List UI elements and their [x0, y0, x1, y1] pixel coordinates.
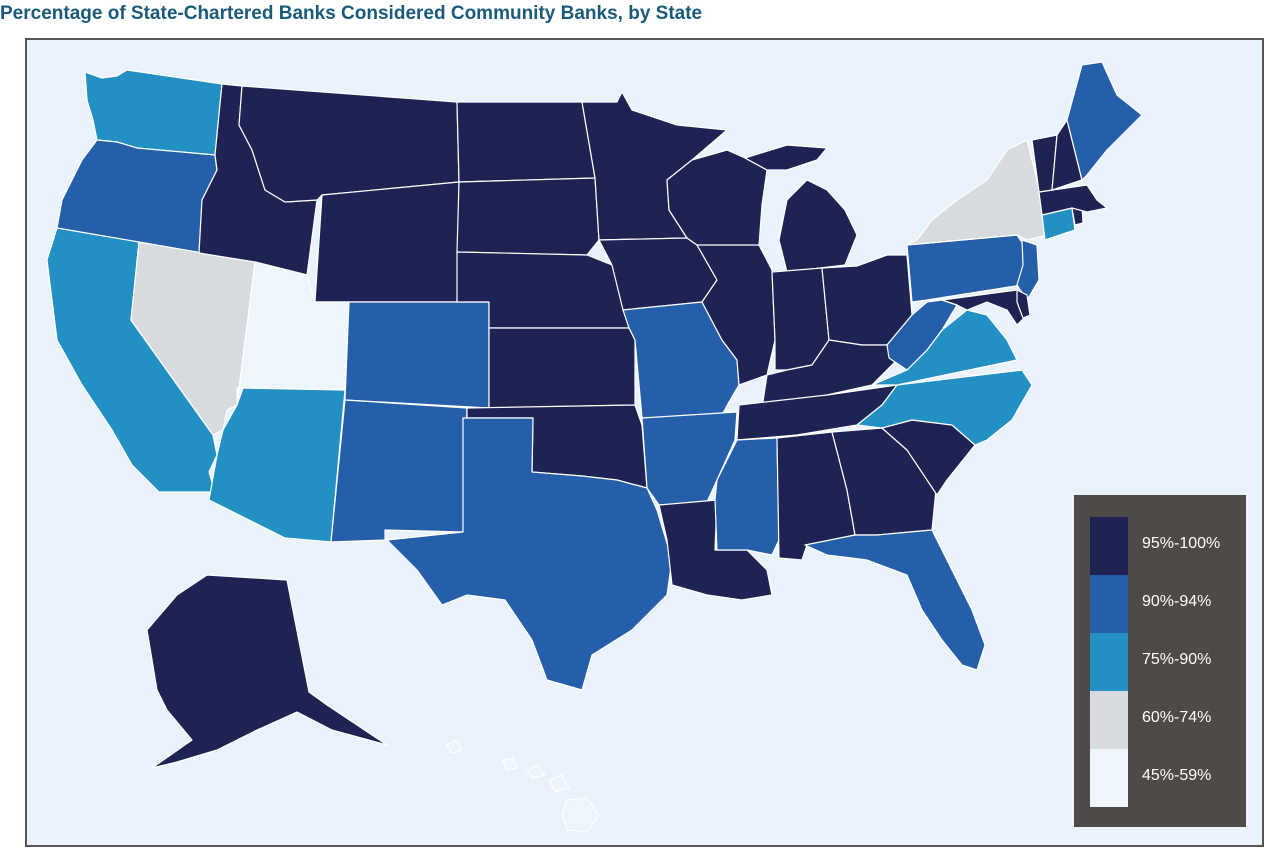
state-WY[interactable] — [314, 181, 460, 303]
state-HI[interactable] — [446, 739, 600, 833]
legend-swatch — [1090, 575, 1128, 633]
state-DE[interactable] — [1016, 289, 1031, 319]
state-NM[interactable] — [330, 399, 468, 543]
legend-item: 60%-74% — [1090, 691, 1246, 749]
legend-label: 90%-94% — [1142, 593, 1212, 610]
legend-label: 75%-90% — [1142, 651, 1212, 668]
state-IL[interactable] — [696, 244, 776, 386]
map-legend: 95%-100% 90%-94% 75%-90% 60%-74% 45%-59% — [1074, 495, 1246, 827]
legend-label: 45%-59% — [1142, 767, 1212, 784]
legend-label: 60%-74% — [1142, 709, 1212, 726]
state-MA[interactable] — [1038, 184, 1108, 216]
state-NY[interactable] — [906, 139, 1048, 246]
state-CO[interactable] — [344, 301, 490, 409]
legend-item: 75%-90% — [1090, 633, 1246, 691]
state-NC[interactable] — [856, 369, 1033, 446]
state-LA[interactable] — [658, 499, 773, 601]
state-WI[interactable] — [666, 149, 768, 251]
legend-item: 90%-94% — [1090, 575, 1246, 633]
state-KS[interactable] — [488, 327, 636, 409]
legend-swatch — [1090, 749, 1128, 807]
state-SD[interactable] — [456, 177, 600, 256]
state-MI[interactable] — [744, 144, 858, 273]
state-TX[interactable] — [386, 417, 673, 691]
state-FL[interactable] — [804, 529, 986, 671]
state-ME[interactable] — [1066, 61, 1143, 181]
map-title: Percentage of State-Chartered Banks Cons… — [0, 3, 703, 24]
legend-swatch — [1090, 633, 1128, 691]
state-WV[interactable] — [886, 299, 958, 371]
state-AK[interactable] — [146, 574, 388, 769]
legend-item: 45%-59% — [1090, 749, 1246, 807]
us-state-map — [46, 61, 1143, 833]
state-ND[interactable] — [456, 101, 596, 183]
state-AZ[interactable] — [208, 387, 346, 543]
legend-item: 95%-100% — [1090, 517, 1246, 575]
state-AR[interactable] — [641, 411, 738, 506]
legend-swatch — [1090, 517, 1128, 575]
legend-swatch — [1090, 691, 1128, 749]
map-frame: 95%-100% 90%-94% 75%-90% 60%-74% 45%-59% — [25, 38, 1264, 847]
legend-label: 95%-100% — [1142, 535, 1221, 552]
